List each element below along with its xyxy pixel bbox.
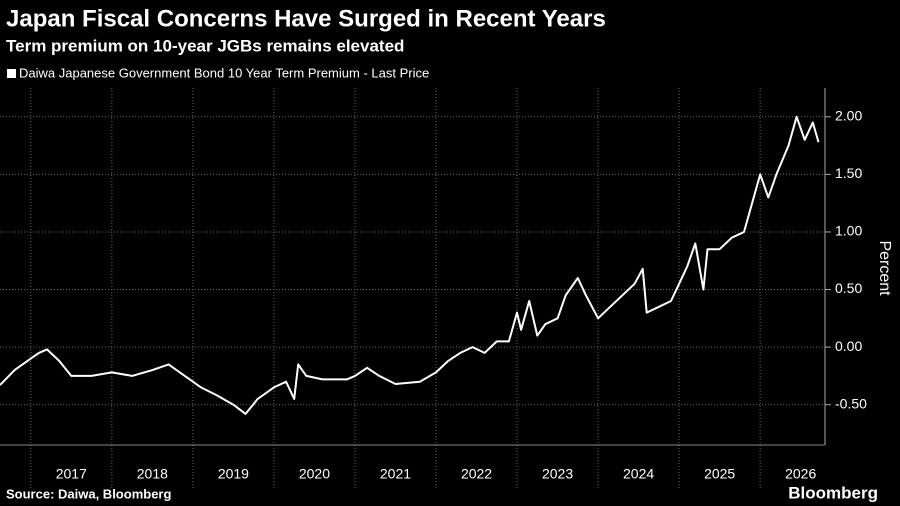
x-tick-label: 2024 [623,466,654,482]
x-tick-label: 2020 [299,466,330,482]
source: Source: Daiwa, Bloomberg [6,486,171,501]
x-tick-label: 2019 [218,466,249,482]
y-tick-label: -0.50 [835,395,867,411]
y-tick-label: 1.50 [835,165,862,181]
chart-subtitle: Term premium on 10-year JGBs remains ele… [6,36,404,55]
y-tick-label: 0.50 [835,280,862,296]
legend-label: Daiwa Japanese Government Bond 10 Year T… [19,65,429,80]
x-tick-label: 2018 [137,466,168,482]
y-tick-label: 0.00 [835,338,862,354]
y-tick-label: 2.00 [835,107,862,123]
x-tick-label: 2021 [380,466,411,482]
brand: Bloomberg [788,483,878,502]
x-tick-label: 2022 [461,466,492,482]
y-axis-label: Percent [876,240,893,296]
x-tick-label: 2017 [56,466,87,482]
x-tick-label: 2023 [542,466,573,482]
x-tick-label: 2026 [785,466,816,482]
chart-title: Japan Fiscal Concerns Have Surged in Rec… [6,5,606,32]
legend-swatch [7,69,16,78]
line-series [0,115,820,415]
x-tick-label: 2025 [704,466,735,482]
y-tick-label: 1.00 [835,223,862,239]
